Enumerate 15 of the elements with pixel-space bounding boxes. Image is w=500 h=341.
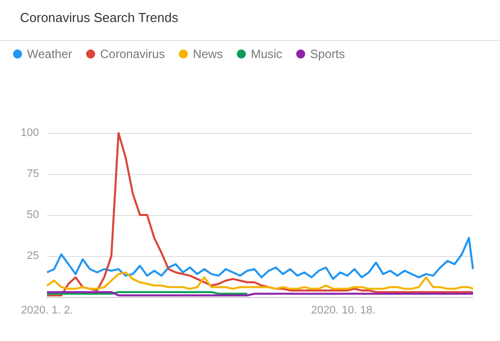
line-series	[46, 271, 474, 290]
line-series	[46, 132, 474, 296]
legend-label: News	[192, 47, 223, 61]
x-tick-label: 2020. 1. 2.	[21, 304, 73, 316]
chart-title: Coronavirus Search Trends	[20, 10, 178, 25]
legend-label: Music	[250, 47, 282, 61]
y-tick-label: 25	[26, 250, 39, 262]
x-tick-label: 2020. 10. 18.	[311, 304, 376, 316]
line-series	[46, 236, 474, 280]
legend-label: Coronavirus	[100, 47, 165, 61]
legend-label: Sports	[310, 47, 345, 61]
legend-label: Weather	[27, 47, 72, 61]
y-tick-label: 75	[26, 168, 39, 180]
y-tick-label: 100	[20, 127, 39, 139]
y-tick-label: 50	[26, 209, 39, 221]
